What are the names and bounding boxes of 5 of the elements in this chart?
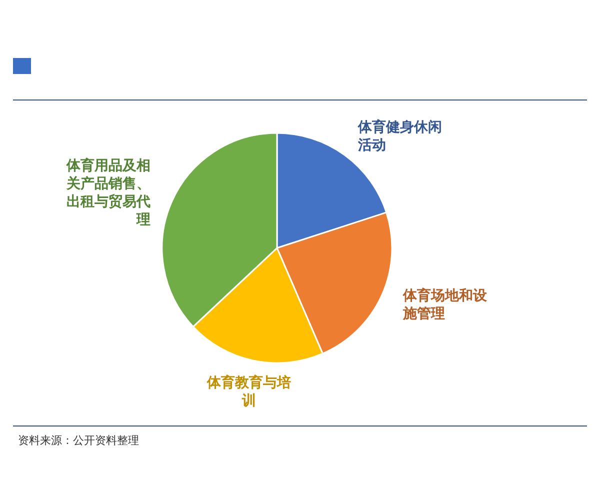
slice-label: 体育用品及相关产品销售、出租与贸易代理 xyxy=(65,157,150,228)
text: 资料来源：公开资料整理 xyxy=(18,434,139,447)
slice-label: 体育健身休闲活动 xyxy=(357,118,442,154)
slice-label: 体育场地和设施管理 xyxy=(402,286,488,322)
slice-label: 体育教育与培训 xyxy=(206,374,292,409)
